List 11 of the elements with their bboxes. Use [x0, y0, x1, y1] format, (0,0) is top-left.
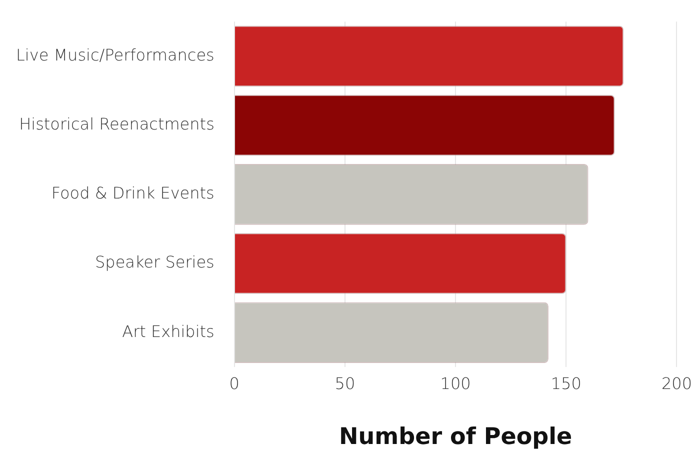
x-tick-label: 50: [334, 374, 356, 393]
y-tick-label: Live Music/Performances: [16, 45, 214, 64]
y-tick-label: Food & Drink Events: [51, 184, 214, 203]
y-tick-label: Speaker Series: [95, 252, 214, 272]
y-tick-label: Historical Reenactments: [19, 114, 214, 134]
x-tick-label: 200: [661, 374, 692, 393]
x-axis-title: Number of People: [339, 424, 572, 450]
x-tick-label: 150: [550, 374, 582, 393]
x-tick-label: 100: [440, 374, 471, 393]
y-tick-label: Art Exhibits: [122, 322, 214, 341]
x-tick-label: 0: [229, 374, 240, 393]
